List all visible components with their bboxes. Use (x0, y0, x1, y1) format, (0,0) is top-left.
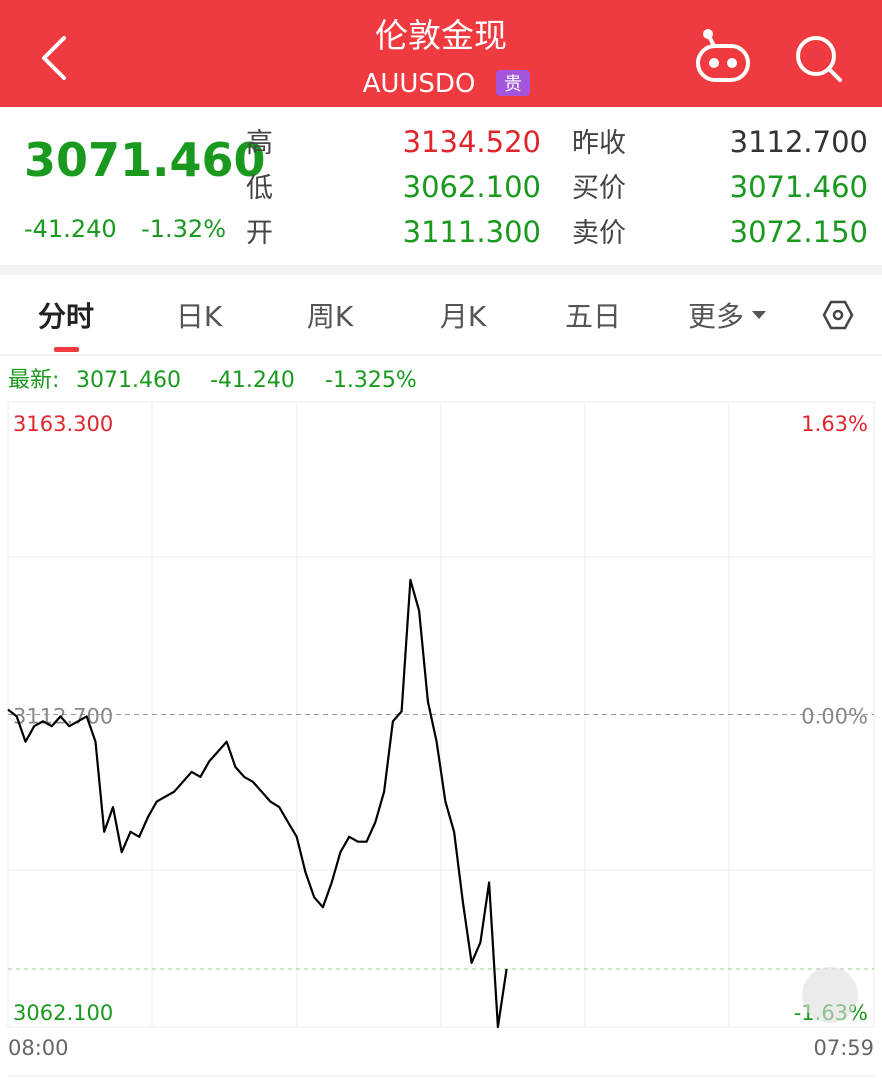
latest-label: 最新: (8, 368, 59, 393)
tab[interactable]: 更多 (688, 300, 744, 333)
price-line (7, 578, 508, 1029)
x-tick-label: 08:00 (8, 1036, 69, 1060)
tab[interactable]: 日K (176, 300, 223, 333)
fullscreen-button[interactable] (802, 967, 858, 1023)
search-icon[interactable] (796, 36, 842, 82)
tab[interactable]: 分时 (38, 300, 94, 333)
quote-label: 买价 (572, 173, 626, 204)
tab-bar: 分时 日K 周K 月K 五日 更多 (38, 300, 744, 333)
latest-change: -41.240 (210, 368, 295, 393)
quote-value: 3134.520 (403, 125, 541, 159)
back-button[interactable] (42, 36, 66, 80)
title: 伦敦金现 (375, 16, 507, 55)
separator (0, 265, 882, 275)
tab[interactable]: 月K (440, 300, 487, 333)
tab[interactable]: 五日 (565, 300, 621, 333)
quote-label: 低 (246, 173, 273, 204)
tab-underline (54, 347, 79, 352)
change-pct: -1.32% (141, 215, 226, 243)
change: -41.240 (24, 215, 117, 243)
quote-value: 3071.460 (730, 170, 868, 204)
settings-icon[interactable] (822, 300, 854, 330)
price: 3071.460 (24, 133, 266, 187)
quote-label: 高 (246, 128, 273, 159)
quote-table: 高 3134.520 昨收 3112.700 低 3062.100 买价 3071.460 开 3… (246, 125, 868, 249)
quote-label: 昨收 (572, 128, 626, 159)
y2-tick-label: 1.63% (801, 412, 868, 436)
quote-value: 3062.100 (403, 170, 541, 204)
tab[interactable]: 周K (307, 300, 354, 333)
header-bar (0, 0, 882, 107)
badge-bg (496, 70, 530, 96)
quote-value: 3072.150 (730, 215, 868, 249)
quote-value: 3111.300 (403, 215, 541, 249)
quote-label: 卖价 (572, 218, 626, 249)
symbol: AUUSDO (363, 69, 476, 99)
quote-value: 3112.700 (730, 125, 868, 159)
badge: 贵 (504, 74, 522, 95)
y-tick-label: 3163.300 (13, 412, 113, 436)
robot-icon[interactable] (696, 29, 750, 82)
y-tick-label: 3112.700 (13, 705, 113, 729)
more-arrow (752, 311, 766, 319)
settings-dot (832, 309, 844, 321)
chart: 3163.3003112.7003062.1001.63%0.00%-1.63%… (7, 401, 875, 1060)
y-tick-label: 3062.100 (13, 1001, 113, 1025)
quote-label: 开 (246, 218, 273, 249)
latest-price: 3071.460 (76, 368, 181, 393)
y2-tick-label: 0.00% (801, 705, 868, 729)
latest-pct: -1.325% (325, 368, 417, 393)
x-tick-label: 07:59 (813, 1036, 874, 1060)
